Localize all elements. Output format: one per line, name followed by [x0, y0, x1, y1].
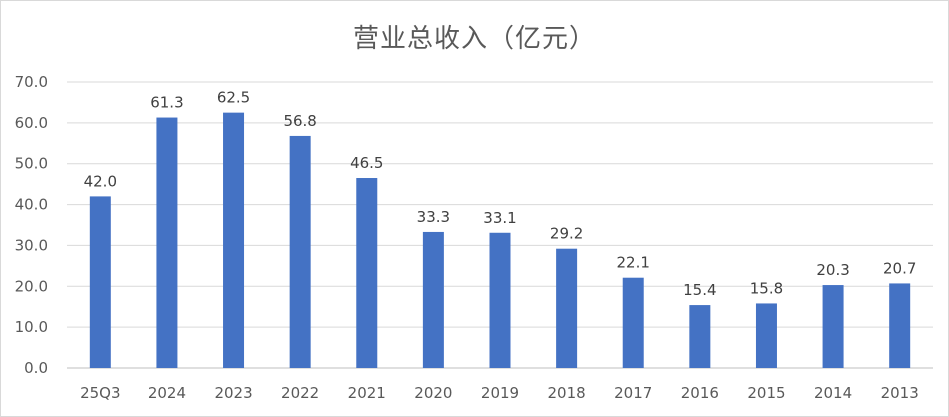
x-tick-label: 2024 [148, 384, 186, 402]
data-label: 61.3 [150, 94, 183, 112]
x-tick-label: 2018 [548, 384, 586, 402]
x-tick-label: 2021 [348, 384, 386, 402]
data-label: 29.2 [550, 225, 583, 243]
x-tick-label: 2020 [414, 384, 452, 402]
data-label: 56.8 [283, 112, 316, 130]
x-tick-label: 2022 [281, 384, 319, 402]
bar [89, 196, 111, 368]
bar [223, 112, 245, 369]
data-label: 15.4 [683, 281, 716, 299]
chart-title: 营业总收入（亿元） [352, 24, 596, 54]
y-axis-ticks: 0.0 10.0 20.0 30.0 40.0 50.0 60.0 70.0 [15, 73, 48, 377]
bar [356, 178, 378, 368]
y-tick-label: 50.0 [15, 155, 48, 173]
x-tick-label: 25Q3 [80, 384, 120, 402]
y-tick-label: 70.0 [15, 73, 48, 91]
bars [89, 112, 911, 369]
bar [156, 117, 178, 368]
y-tick-label: 60.0 [15, 114, 48, 132]
data-label: 33.3 [417, 208, 450, 226]
x-tick-label: 2023 [214, 384, 252, 402]
data-label: 20.3 [816, 261, 849, 279]
data-label: 46.5 [350, 154, 383, 172]
y-tick-label: 40.0 [15, 196, 48, 214]
bar [422, 231, 444, 368]
y-tick-label: 10.0 [15, 318, 48, 336]
bar [489, 232, 511, 368]
data-label: 33.1 [483, 209, 516, 227]
y-tick-label: 0.0 [24, 359, 48, 377]
data-labels: 42.0 61.3 62.5 56.8 46.5 33.3 33.1 29.2 22.1 15.4… [84, 89, 917, 299]
y-tick-label: 20.0 [15, 277, 48, 295]
data-label: 42.0 [84, 172, 117, 190]
x-tick-label: 2015 [747, 384, 785, 402]
x-tick-label: 2017 [614, 384, 652, 402]
bar [622, 277, 644, 368]
data-label: 20.7 [883, 259, 916, 277]
bar [689, 305, 711, 368]
bar [289, 135, 311, 368]
x-tick-label: 2014 [814, 384, 852, 402]
y-tick-label: 30.0 [15, 236, 48, 254]
data-label: 62.5 [217, 89, 250, 107]
bar [822, 285, 844, 368]
data-label: 22.1 [617, 254, 650, 272]
x-tick-label: 2016 [681, 384, 719, 402]
x-axis-ticks: 25Q3 2024 2023 2022 2021 2020 2019 2018 2017 2016… [80, 384, 919, 402]
x-tick-label: 2013 [881, 384, 919, 402]
x-tick-label: 2019 [481, 384, 519, 402]
bar [556, 248, 578, 368]
bar [889, 283, 911, 368]
bar [755, 303, 777, 368]
data-label: 15.8 [750, 279, 783, 297]
